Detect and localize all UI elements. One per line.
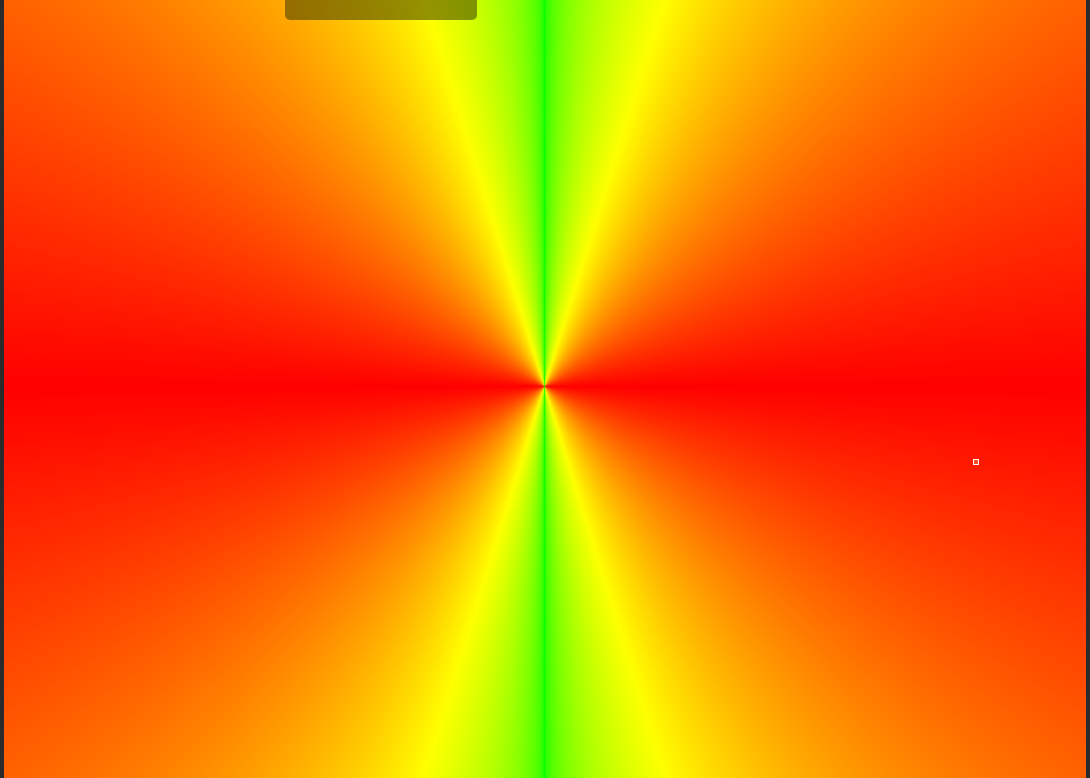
angular-gradient-field[interactable]: [4, 0, 1086, 778]
crosshair-point-icon: [973, 459, 979, 465]
collapsed-panel-handle[interactable]: [285, 0, 477, 20]
